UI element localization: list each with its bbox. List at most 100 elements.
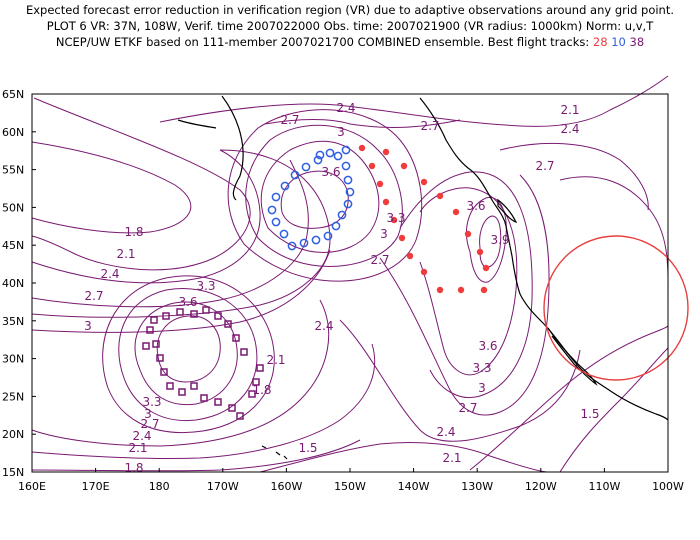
- track-purple-point: [190, 310, 198, 318]
- contour-3-left: [31, 249, 331, 333]
- contour-label: 2.7: [140, 417, 159, 431]
- track-blue-point: [313, 155, 323, 165]
- contour-1-8-sw: [31, 439, 361, 472]
- track-red-point: [390, 216, 398, 224]
- header-line-3: NCEP/UW ETKF based on 111-member 2007021…: [0, 34, 700, 50]
- contour-2-4-sw: [31, 299, 330, 447]
- contour-label: 2.7: [280, 113, 299, 127]
- lon-tick-label: 150W: [334, 480, 366, 493]
- track-blue-point: [287, 241, 297, 251]
- track-purple-point: [178, 388, 186, 396]
- contour-label: 2.4: [436, 425, 455, 439]
- lat-tick-label: 60N: [2, 126, 24, 139]
- lat-tick-label: 40N: [2, 277, 24, 290]
- contour-3-east: [399, 171, 533, 398]
- contour-label: 3: [380, 227, 388, 241]
- flight-track-blue: [267, 145, 355, 251]
- contour-2-4-left: [31, 149, 331, 318]
- contour-label: 2.1: [266, 353, 285, 367]
- contour-label: 2.1: [116, 247, 135, 261]
- contour-2-1-se: [469, 325, 669, 471]
- track-blue-point: [341, 145, 351, 155]
- lon-tick-label: 160E: [18, 480, 46, 493]
- track-purple-point: [200, 394, 208, 402]
- contour-3-3-ring-top: [260, 140, 380, 253]
- track-purple-point: [156, 354, 164, 362]
- contour-1-5-south: [259, 442, 549, 473]
- contour-2-7-top: [264, 119, 461, 128]
- contour-label: 2.1: [560, 103, 579, 117]
- contour-label: 1.5: [580, 407, 599, 421]
- track-blue-point: [279, 229, 289, 239]
- track-blue-point: [333, 151, 343, 161]
- lat-tick-label: 25N: [2, 390, 24, 403]
- contour-3-3-sw-ring: [134, 301, 238, 406]
- lon-tick-label: 170W: [207, 480, 239, 493]
- contour-2-7-sw: [102, 275, 275, 434]
- track-blue-point: [343, 199, 353, 209]
- lon-tick-label: 130W: [461, 480, 493, 493]
- track-red-point: [420, 268, 428, 276]
- contour-label: 2.4: [100, 267, 119, 281]
- header-line-1: Expected forecast error reduction in ver…: [25, 3, 675, 17]
- track-red-point: [436, 192, 444, 200]
- contour-2-7-left: [31, 159, 309, 308]
- track-purple-point: [256, 364, 264, 372]
- coastlines: [177, 95, 669, 460]
- contour-label: 2.4: [314, 319, 333, 333]
- verification-region-circle: [543, 235, 689, 381]
- track-blue-point: [343, 175, 353, 185]
- track-purple-point: [202, 306, 210, 314]
- lon-tick-label: 110W: [588, 480, 620, 493]
- coast-baja: [547, 327, 598, 386]
- contour-label: 3: [84, 319, 92, 333]
- lat-tick-label: 50N: [2, 201, 24, 214]
- contour-3-9-east: [479, 215, 502, 268]
- contour-labels: 2.42.733.62.72.12.42.73.63.93.332.71.82.…: [84, 101, 599, 475]
- track-red-point: [382, 148, 390, 156]
- track-label-red: 28: [592, 35, 608, 49]
- track-blue-point: [267, 205, 277, 215]
- contour-label: 2.1: [128, 441, 147, 455]
- contour-2-1-east: [559, 176, 669, 301]
- contour-2-4-top: [159, 75, 669, 127]
- track-red-point: [452, 208, 460, 216]
- track-purple-point: [176, 308, 184, 316]
- contour-label: 1.8: [124, 461, 143, 475]
- lat-tick-label: 15N: [2, 466, 24, 479]
- track-purple-point: [214, 312, 222, 320]
- track-purple-point: [166, 382, 174, 390]
- contour-label: 1.8: [252, 383, 271, 397]
- track-purple-point: [248, 390, 256, 398]
- lon-tick-label: 140W: [398, 480, 430, 493]
- lat-tick-label: 35N: [2, 315, 24, 328]
- track-blue-point: [325, 148, 335, 158]
- contour-lines: [31, 75, 669, 473]
- plot-header: Expected forecast error reduction in ver…: [0, 2, 700, 50]
- lat-tick-label: 20N: [2, 428, 24, 441]
- lon-tick-label: 160W: [270, 480, 302, 493]
- track-purple-point: [162, 312, 170, 320]
- contour-label: 3.6: [466, 199, 485, 213]
- coast-hawaii: [261, 445, 288, 460]
- track-red-point: [464, 230, 472, 238]
- contour-label: 3.6: [478, 339, 497, 353]
- track-purple-point: [190, 382, 198, 390]
- contour-label: 3: [478, 381, 486, 395]
- track-red-point: [368, 162, 376, 170]
- track-purple-point: [160, 368, 168, 376]
- track-blue-point: [341, 161, 351, 171]
- track-purple-point: [150, 316, 158, 324]
- track-purple-point: [224, 320, 232, 328]
- flight-track-red: [358, 144, 490, 294]
- track-blue-point: [280, 181, 290, 191]
- track-red-point: [376, 180, 384, 188]
- contour-label: 3.6: [178, 295, 197, 309]
- contour-label: 2.4: [132, 429, 151, 443]
- contour-label: 3.3: [142, 395, 161, 409]
- contour-label: 3.3: [472, 361, 491, 375]
- track-label-blue: 10: [611, 35, 626, 49]
- contour-label: 2.7: [370, 253, 389, 267]
- lon-tick-label: 170E: [82, 480, 110, 493]
